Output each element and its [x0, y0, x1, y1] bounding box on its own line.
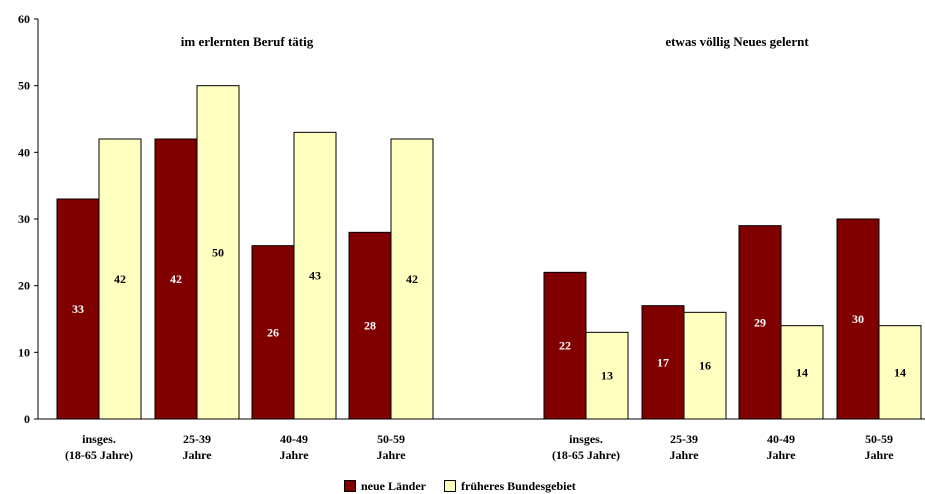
bar-value-label: 17: [657, 355, 669, 369]
y-tick-label: 10: [18, 345, 30, 359]
bar-frueheres-bundesgebiet: [293, 131, 337, 420]
category-label: Jahre: [766, 448, 796, 462]
bar-neue-laender: [738, 225, 782, 420]
bar-value-label: 50: [212, 245, 224, 259]
bar-value-label: 42: [406, 272, 418, 286]
bar-neue-laender: [543, 271, 587, 420]
bar-value-label: 26: [267, 325, 279, 339]
bar-neue-laender: [348, 231, 392, 420]
category-label: 25-39: [183, 432, 211, 446]
group-title: etwas völlig Neues gelernt: [665, 34, 809, 49]
bar-value-label: 16: [699, 359, 711, 373]
bar-value-label: 33: [72, 302, 84, 316]
bar-value-label: 43: [309, 269, 321, 283]
category-label: Jahre: [376, 448, 406, 462]
category-label: (18-65 Jahre): [552, 448, 620, 462]
category-label: Jahre: [279, 448, 309, 462]
category-label: Jahre: [182, 448, 212, 462]
bar-value-label: 30: [852, 312, 864, 326]
category-label: Jahre: [864, 448, 894, 462]
category-label: 50-59: [865, 432, 893, 446]
y-tick-label: 50: [18, 79, 30, 93]
category-label: insges.: [82, 432, 116, 446]
bar-neue-laender: [641, 305, 685, 420]
category-label: 40-49: [767, 432, 795, 446]
bar-neue-laender: [154, 138, 198, 420]
category-label: 50-59: [377, 432, 405, 446]
category-label: 25-39: [670, 432, 698, 446]
bar-value-label: 22: [559, 339, 571, 353]
legend-label-neue-laender: neue Länder: [361, 478, 427, 493]
bar-value-label: 28: [364, 319, 376, 333]
legend-swatch-frueheres-bundesgebiet: [444, 480, 457, 492]
legend-swatch-neue-laender: [344, 480, 356, 492]
y-tick-label: 40: [18, 145, 30, 159]
bar-neue-laender: [836, 218, 880, 420]
bar-value-label: 42: [170, 272, 182, 286]
chart-bars: [56, 85, 922, 420]
chart-legend: neue Länder früheres Bundesgebiet: [344, 478, 594, 494]
bar-value-label: 14: [894, 365, 906, 379]
legend-label-frueheres-bundesgebiet: früheres Bundesgebiet: [461, 478, 576, 493]
bar-frueheres-bundesgebiet: [390, 138, 434, 420]
category-label: 40-49: [280, 432, 308, 446]
group-title: im erlernten Beruf tätig: [181, 34, 314, 49]
bar-neue-laender: [251, 245, 295, 420]
bar-frueheres-bundesgebiet: [683, 311, 727, 420]
bar-value-label: 13: [601, 369, 613, 383]
bar-value-label: 29: [754, 315, 766, 329]
y-tick-label: 60: [18, 12, 30, 26]
chart-text: 0 10 20 30 40 50 60 im erlernten Beruf tätig 33 4…: [18, 12, 906, 462]
bar-value-label: 42: [114, 272, 126, 286]
y-tick-label: 30: [18, 212, 30, 226]
category-label: insges.: [569, 432, 603, 446]
legend-item-neue-laender: neue Länder: [344, 479, 426, 494]
category-label: (18-65 Jahre): [65, 448, 133, 462]
bar-value-label: 14: [796, 365, 808, 379]
bar-frueheres-bundesgebiet: [196, 85, 240, 420]
category-label: Jahre: [669, 448, 699, 462]
bar-frueheres-bundesgebiet: [780, 325, 824, 420]
y-tick-label: 0: [24, 412, 30, 426]
y-tick-label: 20: [18, 279, 30, 293]
bar-frueheres-bundesgebiet: [585, 331, 629, 420]
bar-frueheres-bundesgebiet: [878, 325, 922, 420]
bar-frueheres-bundesgebiet: [98, 138, 142, 420]
legend-item-frueheres-bundesgebiet: früheres Bundesgebiet: [444, 479, 576, 494]
